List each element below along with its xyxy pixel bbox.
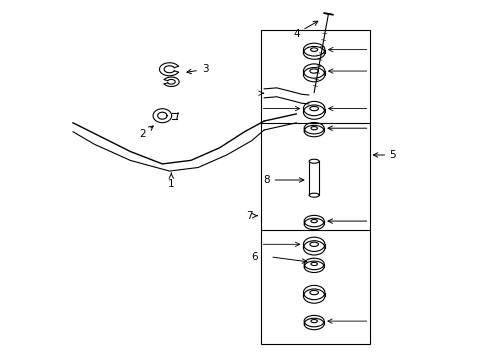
Bar xyxy=(260,30,369,344)
Text: 2: 2 xyxy=(139,126,153,139)
Text: 7: 7 xyxy=(245,211,252,221)
Text: 6: 6 xyxy=(250,252,257,262)
Text: 1: 1 xyxy=(167,173,174,189)
Text: 5: 5 xyxy=(388,150,395,160)
Text: 8: 8 xyxy=(263,175,270,185)
Text: 4: 4 xyxy=(292,21,317,39)
Text: 3: 3 xyxy=(186,64,208,74)
